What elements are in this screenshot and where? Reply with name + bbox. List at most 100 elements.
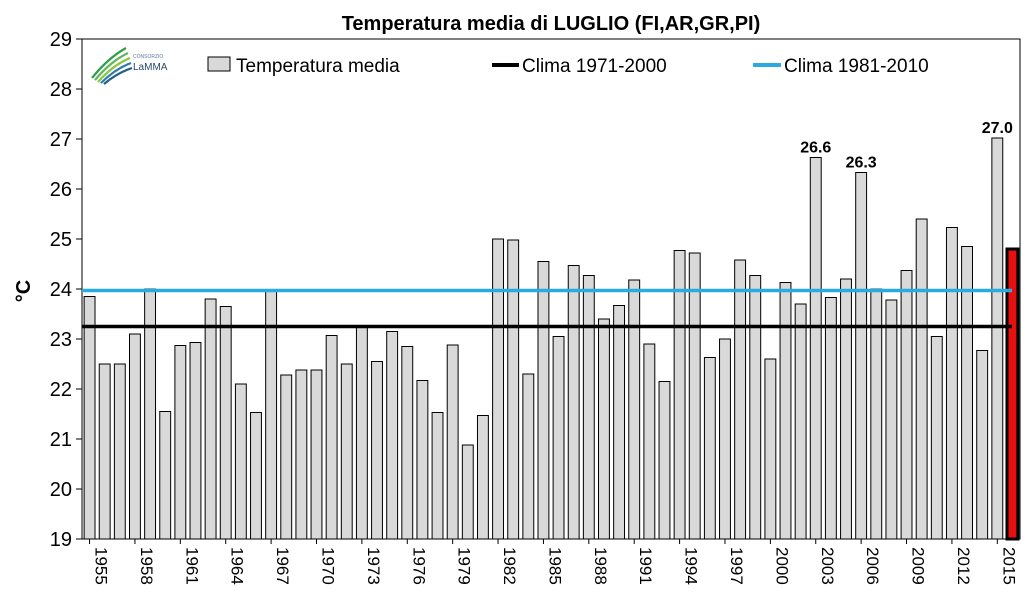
bar-series: [83, 137, 1020, 541]
bar-1988: [582, 275, 595, 540]
bar-1966: [250, 412, 262, 540]
legend-label-clima-1981: Clima 1981-2010: [784, 56, 929, 77]
data-label: 26.3: [846, 155, 877, 172]
bar-1991: [628, 279, 641, 540]
x-tick-label: 1973: [364, 547, 383, 585]
bar-1972: [340, 363, 353, 540]
data-label: 27.0: [982, 120, 1013, 137]
bar-1968: [280, 374, 293, 540]
bar-1986: [552, 336, 565, 540]
bar-1995: [688, 252, 701, 540]
bar-2005: [840, 278, 852, 540]
bar-1996: [703, 357, 716, 540]
bar-2008: [885, 299, 898, 540]
x-axis: 1955 1958 1961 1964 1967 1970 1973 1976 1979 1982…: [89, 539, 1018, 585]
bar-1982: [492, 238, 504, 540]
bar-1997: [719, 338, 731, 540]
bar-1962: [189, 342, 202, 540]
x-tick-label: 1958: [137, 547, 156, 585]
clima-lines: [82, 288, 1012, 329]
y-tick-label: 27: [50, 129, 72, 151]
bar-2013: [961, 246, 973, 540]
bar-1993: [658, 381, 671, 540]
bar-1992: [643, 343, 656, 540]
bar-1984: [522, 373, 535, 540]
y-tick-label: 24: [50, 279, 72, 301]
logo-small-text: CONSORZIO: [133, 54, 163, 60]
bar-1963: [204, 298, 217, 540]
x-tick-label: 2006: [863, 547, 882, 585]
x-tick-label: 1994: [682, 547, 701, 585]
y-tick-label: 26: [50, 179, 72, 201]
x-tick-label: 1982: [500, 547, 519, 585]
y-tick-label: 25: [50, 229, 72, 251]
y-tick-label: 20: [50, 479, 72, 501]
bar-2009: [900, 270, 913, 540]
bar-1998: [734, 259, 747, 540]
bar-2003: [809, 157, 822, 540]
bar-2012: [945, 227, 958, 540]
bar-1969: [295, 369, 308, 540]
legend-label-clima-1971: Clima 1971-2000: [522, 56, 667, 77]
chart-title: Temperatura media di LUGLIO (FI,AR,GR,PI…: [342, 13, 761, 35]
x-tick-label: 2015: [999, 547, 1018, 585]
bar-1994: [673, 250, 686, 540]
bar-1956: [98, 363, 111, 540]
bar-1976: [401, 346, 414, 540]
x-tick-label: 1955: [92, 547, 111, 585]
x-tick-label: 2009: [909, 547, 928, 585]
y-tick-label: 19: [50, 529, 72, 551]
x-tick-label: 1979: [455, 547, 474, 585]
logo-text: LaMMA: [133, 62, 168, 73]
bar-1977: [416, 380, 429, 540]
bar-1958: [129, 333, 141, 540]
bar-1978: [431, 412, 444, 540]
x-tick-label: 1964: [228, 547, 247, 585]
bar-2010: [915, 218, 928, 540]
y-tick-label: 22: [50, 379, 72, 401]
bar-1983: [507, 239, 520, 540]
bar-2002: [794, 303, 807, 540]
bar-2006: [855, 172, 868, 540]
bar-1989: [598, 318, 610, 540]
bar-1970: [310, 369, 323, 540]
bar-1980: [461, 444, 474, 540]
bar-2011: [930, 336, 943, 540]
bar-1957: [113, 363, 126, 540]
x-tick-label: 1988: [591, 547, 610, 585]
x-tick-label: 2000: [772, 547, 791, 585]
y-tick-label: 21: [50, 429, 72, 451]
y-tick-label: 28: [50, 79, 72, 101]
bar-1981: [476, 415, 489, 540]
bar-1967: [265, 291, 278, 540]
lamma-logo: CONSORZIO LaMMA: [91, 47, 168, 85]
x-tick-label: 2012: [954, 547, 973, 585]
bar-1965: [234, 383, 247, 540]
x-tick-label: 1985: [545, 547, 564, 585]
y-axis: 19 20 21 22 23 24 25 26 27 28 29: [50, 29, 82, 551]
bar-1974: [371, 361, 383, 540]
x-tick-label: 1970: [319, 547, 338, 585]
data-label: 26.6: [800, 140, 831, 157]
bar-2001: [779, 282, 792, 540]
bar-1971: [325, 335, 338, 540]
x-tick-label: 1967: [273, 547, 292, 585]
bar-1964: [219, 306, 232, 540]
bar-2014: [976, 350, 989, 540]
x-tick-label: 1961: [182, 547, 201, 585]
bar-2004: [824, 297, 837, 540]
y-tick-label: 29: [50, 29, 72, 51]
bar-1960: [159, 411, 172, 540]
y-tick-label: 23: [50, 329, 72, 351]
logo-icon: [91, 47, 133, 85]
legend-label-temperatura: Temperatura media: [236, 56, 400, 77]
legend: Temperatura media Clima 1971-2000 Clima …: [207, 56, 929, 77]
bar-1987: [567, 265, 580, 540]
x-tick-label: 1991: [636, 547, 655, 585]
bar-1973: [355, 325, 368, 540]
x-tick-label: 1997: [727, 547, 746, 585]
x-tick-label: 1976: [409, 547, 428, 585]
bar-1979: [446, 344, 459, 540]
bar-1990: [613, 305, 626, 540]
